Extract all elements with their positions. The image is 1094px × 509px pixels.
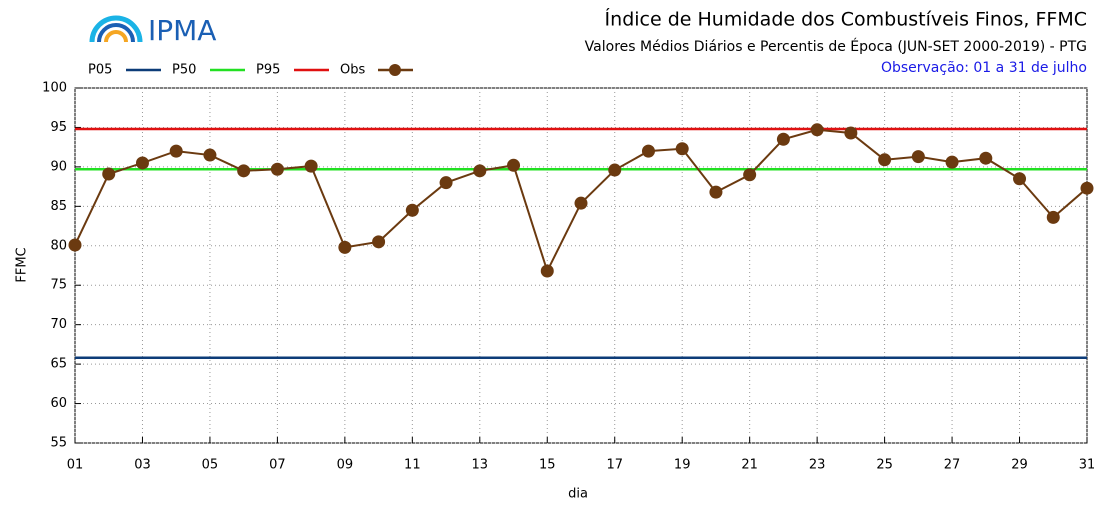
y-tick-label: 55 — [50, 436, 67, 451]
data-point — [810, 123, 824, 137]
data-point — [102, 167, 116, 181]
data-point — [203, 148, 217, 162]
x-tick-label: 23 — [809, 458, 826, 473]
y-tick-label: 90 — [50, 159, 67, 174]
y-tick-label: 70 — [50, 317, 67, 332]
data-point — [507, 158, 521, 172]
data-point — [911, 150, 925, 164]
legend-label: P95 — [256, 63, 280, 78]
data-point — [237, 164, 251, 178]
data-point — [304, 159, 318, 173]
data-point — [641, 144, 655, 158]
x-tick-label: 09 — [337, 458, 354, 473]
logo: IPMA — [89, 14, 216, 47]
x-tick-label: 31 — [1079, 458, 1094, 473]
data-point — [1046, 210, 1060, 224]
y-tick-label: 80 — [50, 238, 67, 253]
data-point — [608, 163, 622, 177]
x-axis-label: dia — [568, 487, 588, 502]
y-tick-label: 75 — [50, 278, 67, 293]
x-tick-label: 05 — [202, 458, 219, 473]
data-point — [270, 162, 284, 176]
x-tick-label: 25 — [876, 458, 893, 473]
x-tick-label: 21 — [741, 458, 758, 473]
data-point — [709, 185, 723, 199]
chart-title: Índice de Humidade dos Combustíveis Fino… — [605, 8, 1087, 31]
x-tick-label: 13 — [472, 458, 489, 473]
logo-text: IPMA — [148, 14, 216, 47]
x-tick-label: 01 — [67, 458, 84, 473]
logo-arc — [89, 15, 143, 43]
legend-marker — [389, 64, 401, 76]
data-point — [878, 153, 892, 167]
data-point — [776, 132, 790, 146]
data-point — [68, 238, 82, 252]
data-point — [540, 264, 554, 278]
y-tick-label: 65 — [50, 357, 67, 372]
x-tick-label: 03 — [134, 458, 151, 473]
data-point — [743, 168, 757, 182]
data-point — [945, 155, 959, 169]
y-tick-label: 60 — [50, 396, 67, 411]
x-tick-label: 19 — [674, 458, 691, 473]
legend-label: Obs — [340, 63, 365, 78]
data-point — [1080, 181, 1094, 195]
data-point — [675, 142, 689, 156]
data-point — [338, 240, 352, 254]
legend-label: P05 — [88, 63, 112, 78]
x-tick-label: 15 — [539, 458, 556, 473]
y-tick-label: 85 — [50, 199, 67, 214]
x-tick-label: 07 — [269, 458, 286, 473]
y-tick-label: 100 — [42, 81, 67, 96]
plot-frame — [74, 87, 1088, 444]
data-point — [979, 151, 993, 165]
x-tick-label: 11 — [404, 458, 421, 473]
data-point — [405, 203, 419, 217]
chart-subtitle: Valores Médios Diários e Percentis de Ép… — [585, 38, 1087, 55]
logo-arc — [97, 23, 135, 43]
legend-label: P50 — [172, 63, 196, 78]
logo-arc — [104, 30, 128, 43]
data-point — [439, 176, 453, 190]
y-axis-label: FFMC — [15, 247, 30, 282]
data-point — [169, 144, 183, 158]
x-tick-label: 27 — [944, 458, 961, 473]
data-point — [135, 156, 149, 170]
x-tick-label: 17 — [606, 458, 623, 473]
data-point — [372, 235, 386, 249]
data-point — [574, 196, 588, 210]
data-point — [473, 164, 487, 178]
y-tick-label: 95 — [50, 120, 67, 135]
data-point — [844, 126, 858, 140]
x-tick-label: 29 — [1011, 458, 1028, 473]
annotation: Observação: 01 a 31 de julho — [881, 60, 1087, 76]
data-point — [1013, 172, 1027, 186]
